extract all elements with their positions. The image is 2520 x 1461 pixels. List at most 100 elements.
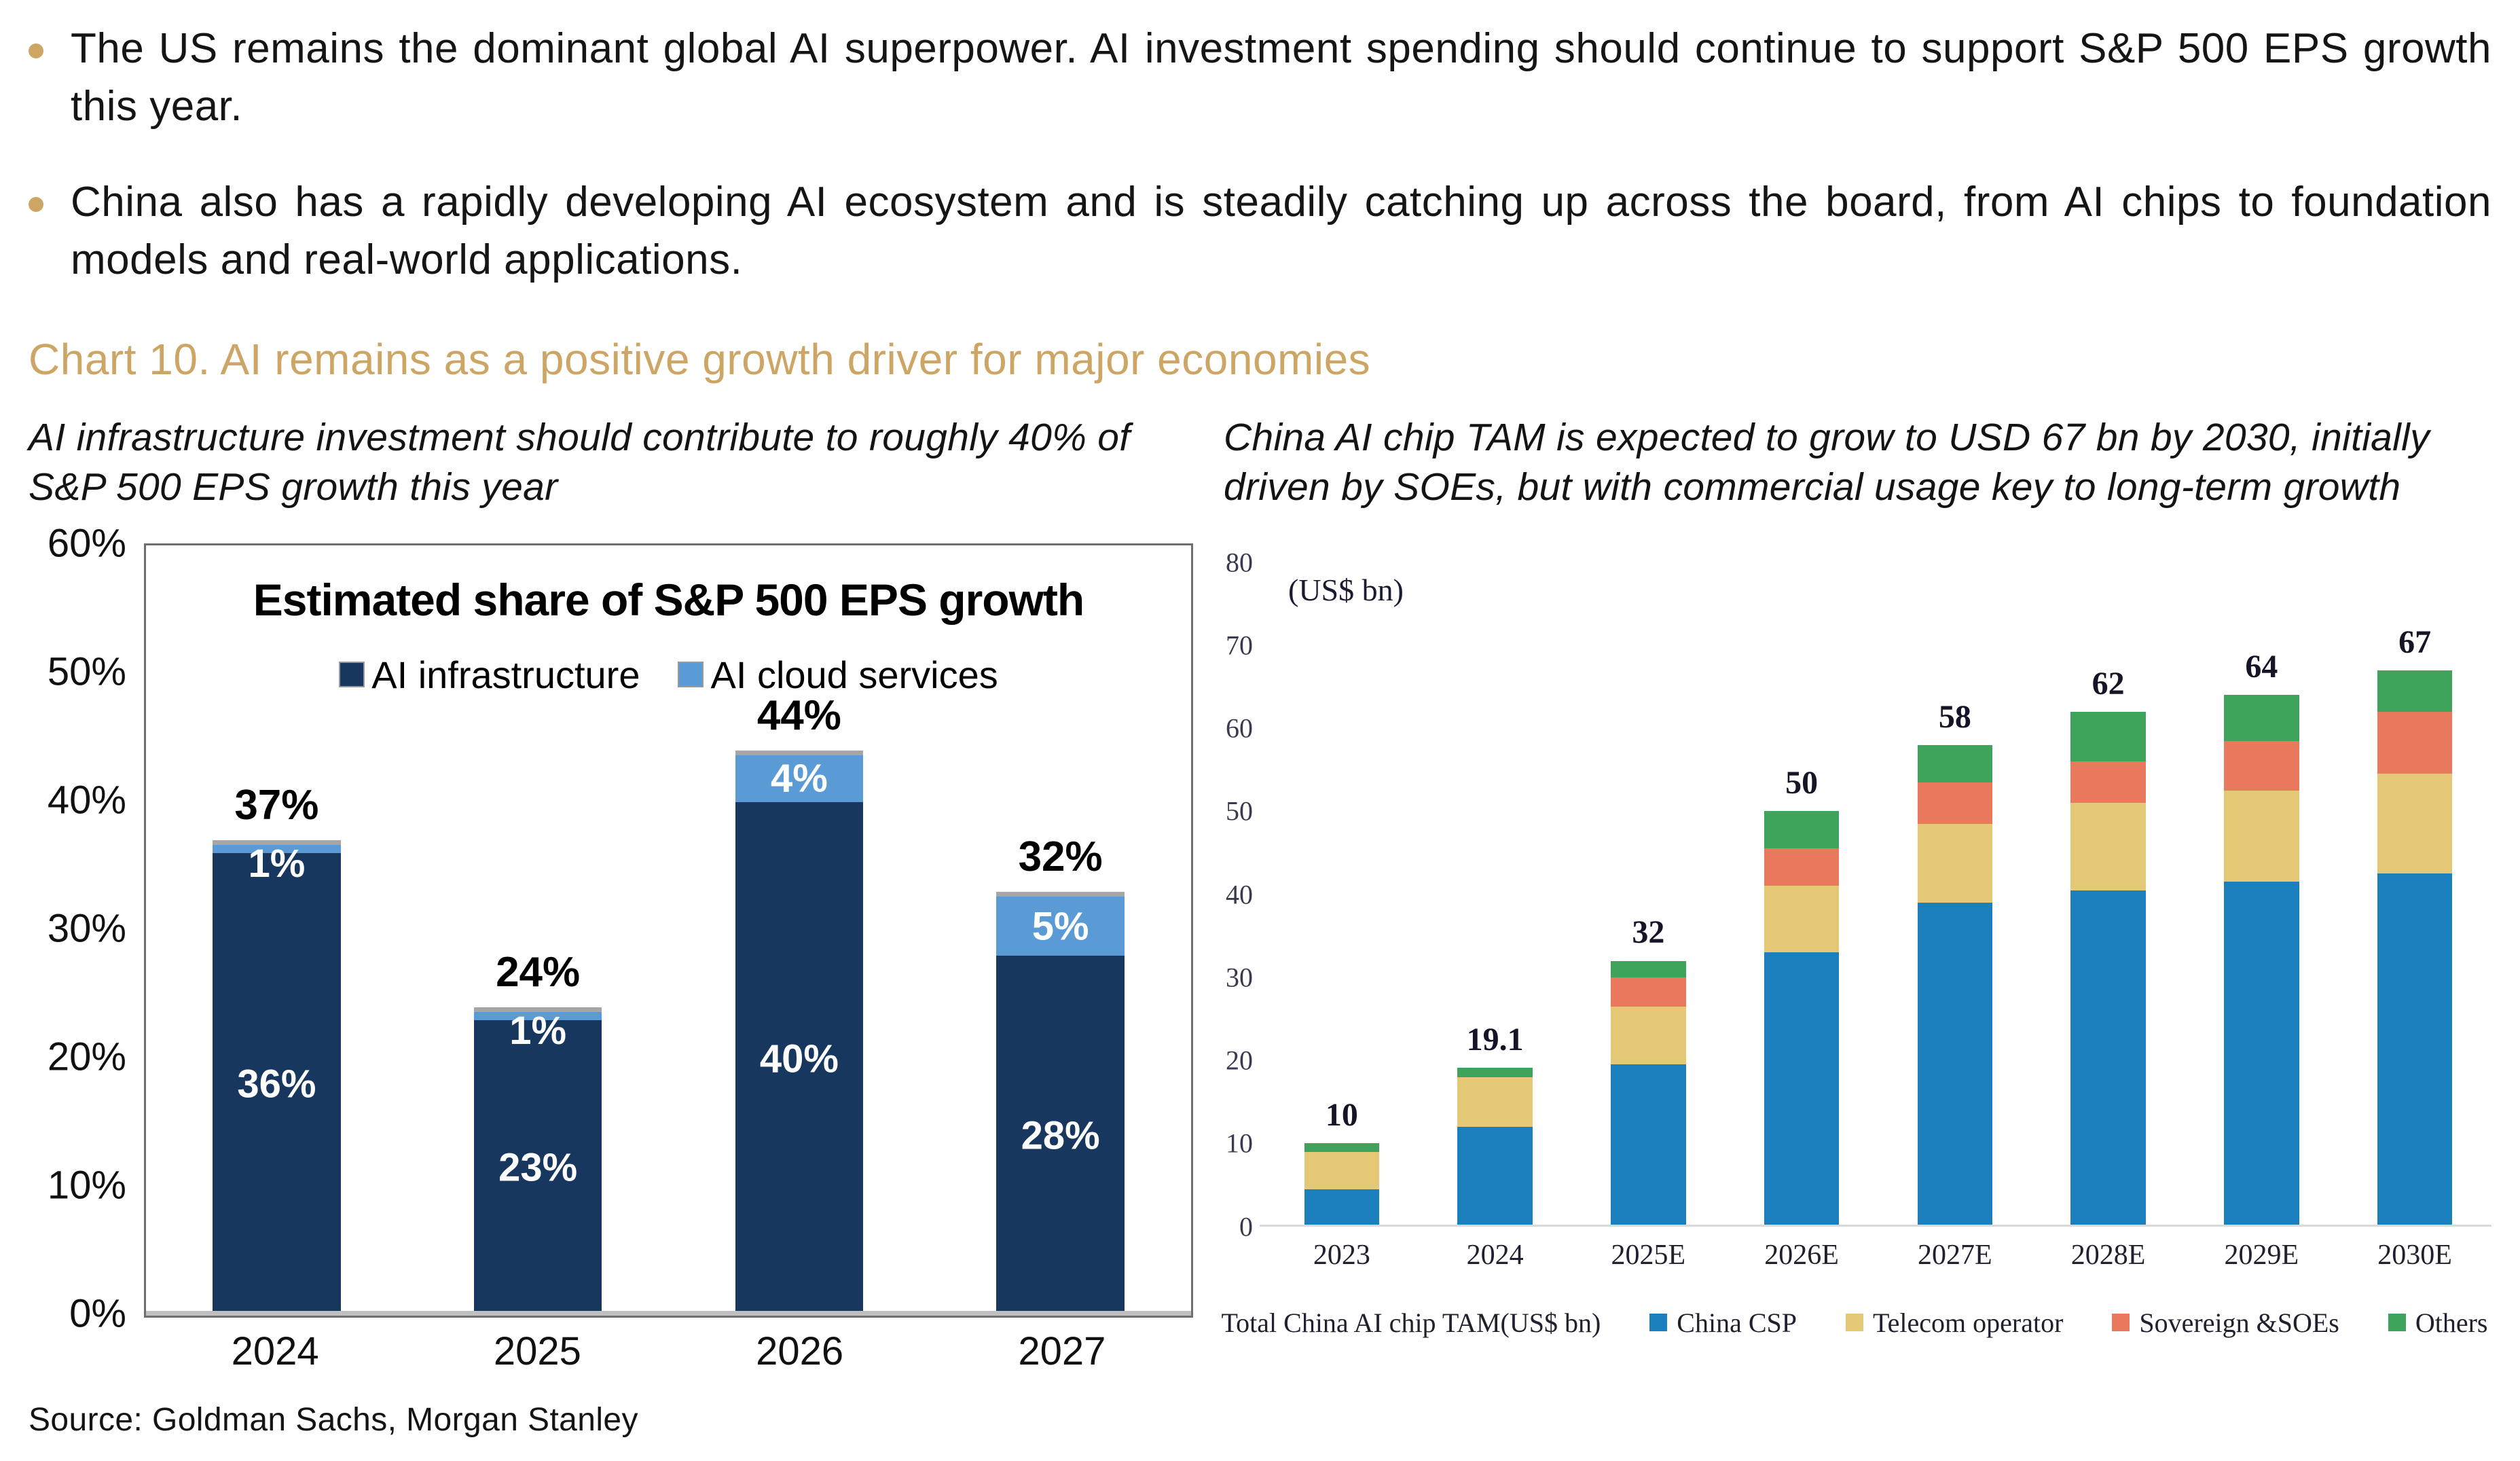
legend-item-ai-cloud-services: AI cloud services <box>678 653 998 697</box>
bar-slot: 10 <box>1265 562 1419 1227</box>
y-tick-label: 80 <box>1226 547 1253 578</box>
chart-heading: Chart 10. AI remains as a positive growt… <box>29 334 1371 384</box>
x-tick-label: 2023 <box>1313 1239 1370 1271</box>
stacked-bar <box>1457 1068 1533 1227</box>
y-tick-label: 0 <box>1239 1211 1253 1242</box>
bar-segment <box>1917 902 1993 1227</box>
left-chart: 0% 10% 20% 30% 40% 50% 60% 37% 1% 36% 24% 1% 23% 44%… <box>29 521 1193 1439</box>
bar-segment <box>1764 886 1840 953</box>
legend-swatch-ai-infrastructure <box>339 662 365 688</box>
source-note: Source: Goldman Sachs, Morgan Stanley <box>29 1401 638 1438</box>
legend-item-total-tam: Total China AI chip TAM(US$ bn) <box>1222 1307 1601 1339</box>
bar-total-label: 58 <box>1938 698 1971 735</box>
bar-segment: 23% <box>473 1020 602 1316</box>
bullet-item-china: China also has a rapidly developing AI e… <box>29 174 2491 289</box>
x-tick-label: 2024 <box>231 1329 319 1373</box>
bar-slot: 58 <box>1878 562 2032 1227</box>
segment-label: 23% <box>498 1145 578 1190</box>
bar-segment <box>2070 890 2146 1227</box>
legend-label-telecom-operator: Telecom operator <box>1873 1307 2064 1338</box>
bar-total-label: 62 <box>2092 665 2125 702</box>
segment-label: 4% <box>770 756 828 801</box>
legend-label-total-tam: Total China AI chip TAM(US$ bn) <box>1221 1307 1601 1338</box>
bar-total-label: 32% <box>1018 833 1103 880</box>
left-chart-baseline <box>146 1310 1191 1316</box>
right-chart: 0 10 20 30 40 50 60 70 80 10 19.1 32 50 58 62 64 67 (US… <box>1218 547 2491 1339</box>
y-tick-label: 30 <box>1226 962 1253 993</box>
stacked-bar <box>2377 670 2453 1227</box>
right-chart-plot-area: 10 19.1 32 50 58 62 64 67 (US$ bn) <box>1260 562 2491 1227</box>
bar-total-label: 67 <box>2398 624 2432 660</box>
stacked-bar <box>1611 960 1686 1227</box>
right-chart-legend: Total China AI chip TAM(US$ bn) China CS… <box>1218 1307 2491 1339</box>
legend-swatch-sovereign-soes <box>2112 1314 2130 1332</box>
bar-segment: 36% <box>213 853 341 1316</box>
legend-swatch-others <box>2388 1314 2406 1332</box>
bar-segment <box>2224 882 2299 1227</box>
bar-segment <box>2070 761 2146 804</box>
bullet-dot-icon <box>29 196 43 212</box>
legend-swatch-ai-cloud-services <box>678 662 704 688</box>
bar-total-label: 19.1 <box>1466 1022 1524 1058</box>
y-tick-label: 60% <box>47 521 126 566</box>
bar-segment: 4% <box>735 751 864 802</box>
segment-label: 40% <box>759 1036 839 1081</box>
legend-label-ai-infrastructure: AI infrastructure <box>371 653 640 696</box>
legend-item-others: Others <box>2388 1307 2487 1339</box>
x-tick-label: 2025E <box>1611 1239 1686 1271</box>
y-tick-label: 70 <box>1226 630 1253 661</box>
bar-segment <box>2070 803 2146 890</box>
x-tick-label: 2028E <box>2070 1239 2146 1271</box>
bar-segment <box>1764 848 1840 886</box>
bar-segment <box>1611 960 1686 977</box>
bar-slot: 32 <box>1572 562 1725 1227</box>
stacked-bar: 1% 23% <box>473 1007 602 1316</box>
stacked-bar <box>1917 744 1993 1227</box>
y-tick-label: 50 <box>1226 795 1253 827</box>
stacked-bar <box>2070 711 2146 1227</box>
x-tick-label: 2027 <box>1018 1329 1106 1373</box>
bar-segment <box>2377 873 2453 1227</box>
segment-label: 1% <box>248 842 306 886</box>
y-tick-label: 60 <box>1226 713 1253 744</box>
x-tick-label: 2027E <box>1918 1239 1992 1271</box>
left-chart-title: Estimated share of S&P 500 EPS growth <box>253 574 1085 625</box>
x-tick-label: 2026 <box>756 1329 844 1373</box>
x-tick-label: 2026E <box>1764 1239 1839 1271</box>
legend-item-ai-infrastructure: AI infrastructure <box>339 653 640 697</box>
bar-segment: 1% <box>473 1007 602 1053</box>
bar-segment <box>2224 695 2299 741</box>
left-chart-bars: 37% 1% 36% 24% 1% 23% 44% 4% 40% 32% 5% 28% <box>146 545 1191 1316</box>
stacked-bar <box>1304 1143 1380 1227</box>
stacked-bar: 1% 36% <box>213 840 341 1316</box>
bar-slot: 19.1 <box>1419 562 1572 1227</box>
bar-segment <box>1304 1151 1380 1189</box>
bar-segment <box>1457 1068 1533 1077</box>
bar-segment <box>1917 782 1993 824</box>
bar-slot: 32% 5% 28% <box>930 545 1191 1316</box>
x-tick-label: 2029E <box>2224 1239 2299 1271</box>
bar-segment <box>2377 670 2453 712</box>
legend-label-china-csp: China CSP <box>1677 1307 1797 1338</box>
legend-label-sovereign-soes: Sovereign &SOEs <box>2139 1307 2339 1338</box>
y-tick-label: 10% <box>47 1163 126 1208</box>
legend-swatch-china-csp <box>1649 1314 1668 1332</box>
bar-slot: 67 <box>2338 562 2491 1227</box>
segment-label: 1% <box>509 1009 567 1053</box>
bar-segment <box>2224 790 2299 882</box>
bar-slot: 62 <box>2032 562 2185 1227</box>
right-chart-x-axis: 2023 2024 2025E 2026E 2027E 2028E 2029E 2030E <box>1265 1239 2491 1271</box>
left-chart-plot-area: 37% 1% 36% 24% 1% 23% 44% 4% 40% 32% 5% 28% Estimat… <box>144 543 1193 1318</box>
legend-item-sovereign-soes: Sovereign &SOEs <box>2112 1307 2339 1339</box>
subtitle-row: AI infrastructure investment should cont… <box>29 413 2491 512</box>
y-tick-label: 10 <box>1226 1128 1253 1159</box>
stacked-bar <box>1764 811 1840 1227</box>
legend-swatch-telecom-operator <box>1846 1314 1864 1332</box>
y-tick-label: 20 <box>1226 1045 1253 1076</box>
bar-segment <box>2224 740 2299 791</box>
segment-label: 36% <box>237 1062 316 1106</box>
bar-segment <box>1457 1126 1533 1227</box>
right-chart-subtitle: China AI chip TAM is expected to grow to… <box>1224 415 2430 509</box>
x-tick-label: 2025 <box>493 1329 581 1373</box>
